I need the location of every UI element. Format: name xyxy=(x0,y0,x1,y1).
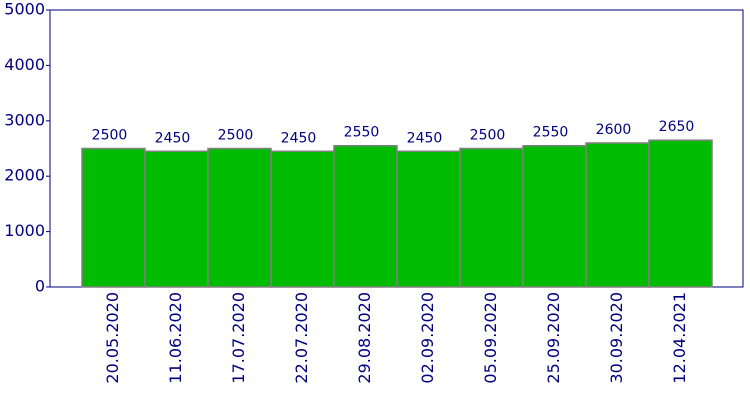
bar xyxy=(396,150,461,288)
value-label: 2500 xyxy=(218,128,254,144)
value-label: 2450 xyxy=(407,130,443,146)
bar xyxy=(270,150,335,288)
value-label: 2450 xyxy=(155,130,191,146)
value-label: 2450 xyxy=(281,130,317,146)
x-tick-label: 20.05.2020 xyxy=(103,292,122,384)
y-tick-label: 5000 xyxy=(4,0,45,19)
bar xyxy=(144,150,209,288)
value-label: 2650 xyxy=(659,119,695,135)
x-tick-label: 05.09.2020 xyxy=(481,292,500,384)
bar xyxy=(648,139,713,288)
value-label: 2550 xyxy=(533,125,569,141)
x-tick-label: 29.08.2020 xyxy=(355,292,374,384)
value-label: 2500 xyxy=(92,128,128,144)
x-tick-label: 11.06.2020 xyxy=(166,292,185,384)
bar xyxy=(585,142,650,288)
y-tick-label: 4000 xyxy=(4,55,45,74)
x-tick-label: 25.09.2020 xyxy=(544,292,563,384)
bar xyxy=(207,147,272,288)
x-tick-label: 22.07.2020 xyxy=(292,292,311,384)
x-tick-label: 12.04.2021 xyxy=(670,292,689,384)
bar xyxy=(522,144,587,288)
bar xyxy=(333,144,398,288)
y-tick-label: 3000 xyxy=(4,110,45,129)
y-tick-label: 2000 xyxy=(4,166,45,185)
value-label: 2600 xyxy=(596,122,632,138)
x-tick-label: 02.09.2020 xyxy=(418,292,437,384)
x-tick-label: 17.07.2020 xyxy=(229,292,248,384)
bar xyxy=(81,147,146,288)
y-tick-label: 0 xyxy=(35,277,45,296)
value-label: 2500 xyxy=(470,128,506,144)
value-label: 2550 xyxy=(344,125,380,141)
y-tick-label: 1000 xyxy=(4,221,45,240)
bar xyxy=(459,147,524,288)
x-tick-label: 30.09.2020 xyxy=(607,292,626,384)
